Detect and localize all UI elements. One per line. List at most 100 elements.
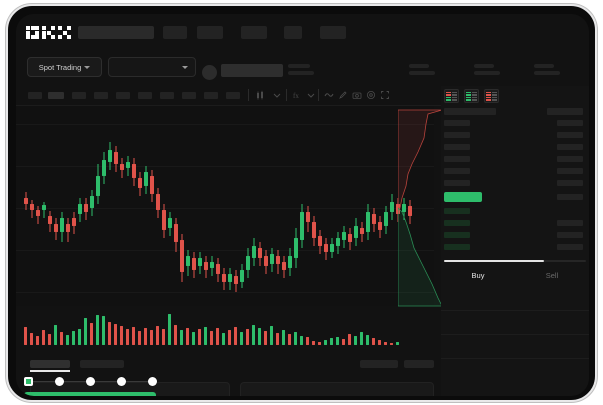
orderbook-ask-row[interactable] bbox=[557, 144, 583, 150]
slider-stop-75[interactable] bbox=[117, 377, 126, 386]
stat-low-label bbox=[474, 64, 494, 68]
orderbook-bid-row[interactable] bbox=[444, 244, 470, 250]
tab-sell[interactable]: Sell bbox=[545, 271, 559, 280]
orders-action-1[interactable] bbox=[360, 360, 398, 368]
orderbook-mode-both-icon[interactable] bbox=[444, 89, 459, 103]
interval-more[interactable] bbox=[226, 92, 240, 99]
nav-item-markets[interactable] bbox=[163, 26, 187, 39]
volume-bar bbox=[144, 328, 147, 345]
trading-pair-select[interactable] bbox=[108, 57, 196, 77]
orderbook-list[interactable] bbox=[441, 106, 589, 254]
price-chart[interactable] bbox=[16, 106, 434, 306]
tab-order-history[interactable] bbox=[80, 360, 124, 368]
slider-stop-100[interactable] bbox=[148, 377, 157, 386]
orderbook-bid-row[interactable] bbox=[444, 208, 470, 214]
orderbook-ask-row[interactable] bbox=[444, 156, 470, 162]
nav-item-trade[interactable] bbox=[197, 26, 223, 39]
orderbook-ask-row[interactable] bbox=[444, 120, 470, 126]
candle bbox=[114, 106, 118, 306]
slider-knob-0[interactable] bbox=[24, 377, 33, 386]
interval-15m[interactable] bbox=[72, 92, 86, 99]
chevron-down-icon-indicators[interactable] bbox=[306, 90, 316, 101]
interval-1M[interactable] bbox=[204, 92, 218, 99]
depth-chart-overlay bbox=[398, 108, 442, 308]
interval-1m[interactable] bbox=[28, 92, 42, 99]
nav-item-web3[interactable] bbox=[320, 26, 346, 39]
orderbook-ask-row[interactable] bbox=[557, 168, 583, 174]
volume-bar bbox=[78, 329, 81, 345]
volume-bar bbox=[240, 332, 243, 345]
camera-icon[interactable] bbox=[352, 90, 362, 101]
volume-bar bbox=[294, 332, 297, 345]
app-header bbox=[16, 14, 589, 50]
candle bbox=[324, 106, 328, 306]
pencil-icon[interactable] bbox=[338, 90, 348, 101]
orderbook-ask-row[interactable] bbox=[557, 194, 583, 200]
candle bbox=[408, 106, 412, 306]
fullscreen-icon[interactable] bbox=[380, 90, 390, 101]
submit-buy-button[interactable] bbox=[24, 392, 156, 396]
slider-stop-50[interactable] bbox=[86, 377, 95, 386]
orderbook-mode-sell-icon[interactable] bbox=[484, 89, 499, 103]
indicators-icon[interactable]: fx bbox=[292, 90, 302, 101]
chart-type-icon[interactable] bbox=[256, 90, 266, 101]
bars bbox=[446, 91, 451, 101]
header-search-field[interactable] bbox=[78, 26, 154, 39]
orderbook-ask-row[interactable] bbox=[557, 180, 583, 186]
volume-bar bbox=[252, 325, 255, 345]
chevron-down-icon-charttype[interactable] bbox=[272, 90, 282, 101]
interval-1h[interactable] bbox=[116, 92, 130, 99]
candle bbox=[96, 106, 100, 306]
interval-5m[interactable] bbox=[48, 92, 64, 99]
interval-1w[interactable] bbox=[182, 92, 196, 99]
tab-buy[interactable]: Buy bbox=[471, 271, 485, 280]
volume-bar bbox=[84, 318, 87, 345]
volume-bar bbox=[354, 336, 357, 345]
orderbook-ask-row[interactable] bbox=[557, 120, 583, 126]
candle bbox=[348, 106, 352, 306]
gridline bbox=[16, 166, 434, 167]
trendline-icon[interactable] bbox=[324, 90, 334, 101]
volume-bar bbox=[108, 322, 111, 345]
candle bbox=[264, 106, 268, 306]
orderbook-last-price-row[interactable] bbox=[444, 192, 482, 202]
orderbook-bid-row[interactable] bbox=[444, 232, 470, 238]
form-divider bbox=[441, 334, 589, 335]
orderbook-scrollbar[interactable] bbox=[444, 260, 544, 262]
orderbook-ask-row[interactable] bbox=[557, 156, 583, 162]
orderbook-bid-row-qty[interactable] bbox=[557, 220, 583, 226]
orderbook-bid-row[interactable] bbox=[444, 220, 470, 226]
tab-open-orders[interactable] bbox=[30, 360, 70, 368]
candle bbox=[168, 106, 172, 306]
bottom-card-right[interactable] bbox=[240, 382, 434, 396]
volume-bar bbox=[372, 338, 375, 345]
amount-percent-slider[interactable] bbox=[24, 377, 157, 386]
orderbook-bid-row-qty[interactable] bbox=[557, 232, 583, 238]
volume-bar bbox=[342, 339, 345, 345]
interval-30m[interactable] bbox=[94, 92, 108, 99]
market-type-select[interactable]: Spot Trading bbox=[27, 57, 102, 77]
nav-item-earn[interactable] bbox=[284, 26, 302, 39]
settings-icon[interactable] bbox=[366, 90, 376, 101]
orderbook-ask-row[interactable] bbox=[444, 168, 470, 174]
interval-4h[interactable] bbox=[138, 92, 152, 99]
orderbook-ask-row[interactable] bbox=[444, 132, 470, 138]
candle bbox=[390, 106, 394, 306]
chart-toolbar: fx bbox=[16, 86, 589, 106]
candle bbox=[174, 106, 178, 306]
okx-logo[interactable] bbox=[26, 26, 71, 39]
orders-action-2[interactable] bbox=[404, 360, 434, 368]
nav-item-derivatives[interactable] bbox=[241, 26, 267, 39]
interval-1d[interactable] bbox=[160, 92, 174, 99]
orderbook-ask-row[interactable] bbox=[444, 180, 470, 186]
candle bbox=[198, 106, 202, 306]
orderbook-mode-buy-icon[interactable] bbox=[464, 89, 479, 103]
volume-bar bbox=[330, 338, 333, 345]
volume-bar bbox=[66, 335, 69, 345]
orderbook-ask-row[interactable] bbox=[557, 132, 583, 138]
slider-stop-25[interactable] bbox=[55, 377, 64, 386]
orderbook-ask-row[interactable] bbox=[444, 144, 470, 150]
orderbook-mode-group bbox=[444, 89, 499, 103]
volume-bar bbox=[288, 334, 291, 345]
orderbook-bid-row-qty[interactable] bbox=[557, 244, 583, 250]
